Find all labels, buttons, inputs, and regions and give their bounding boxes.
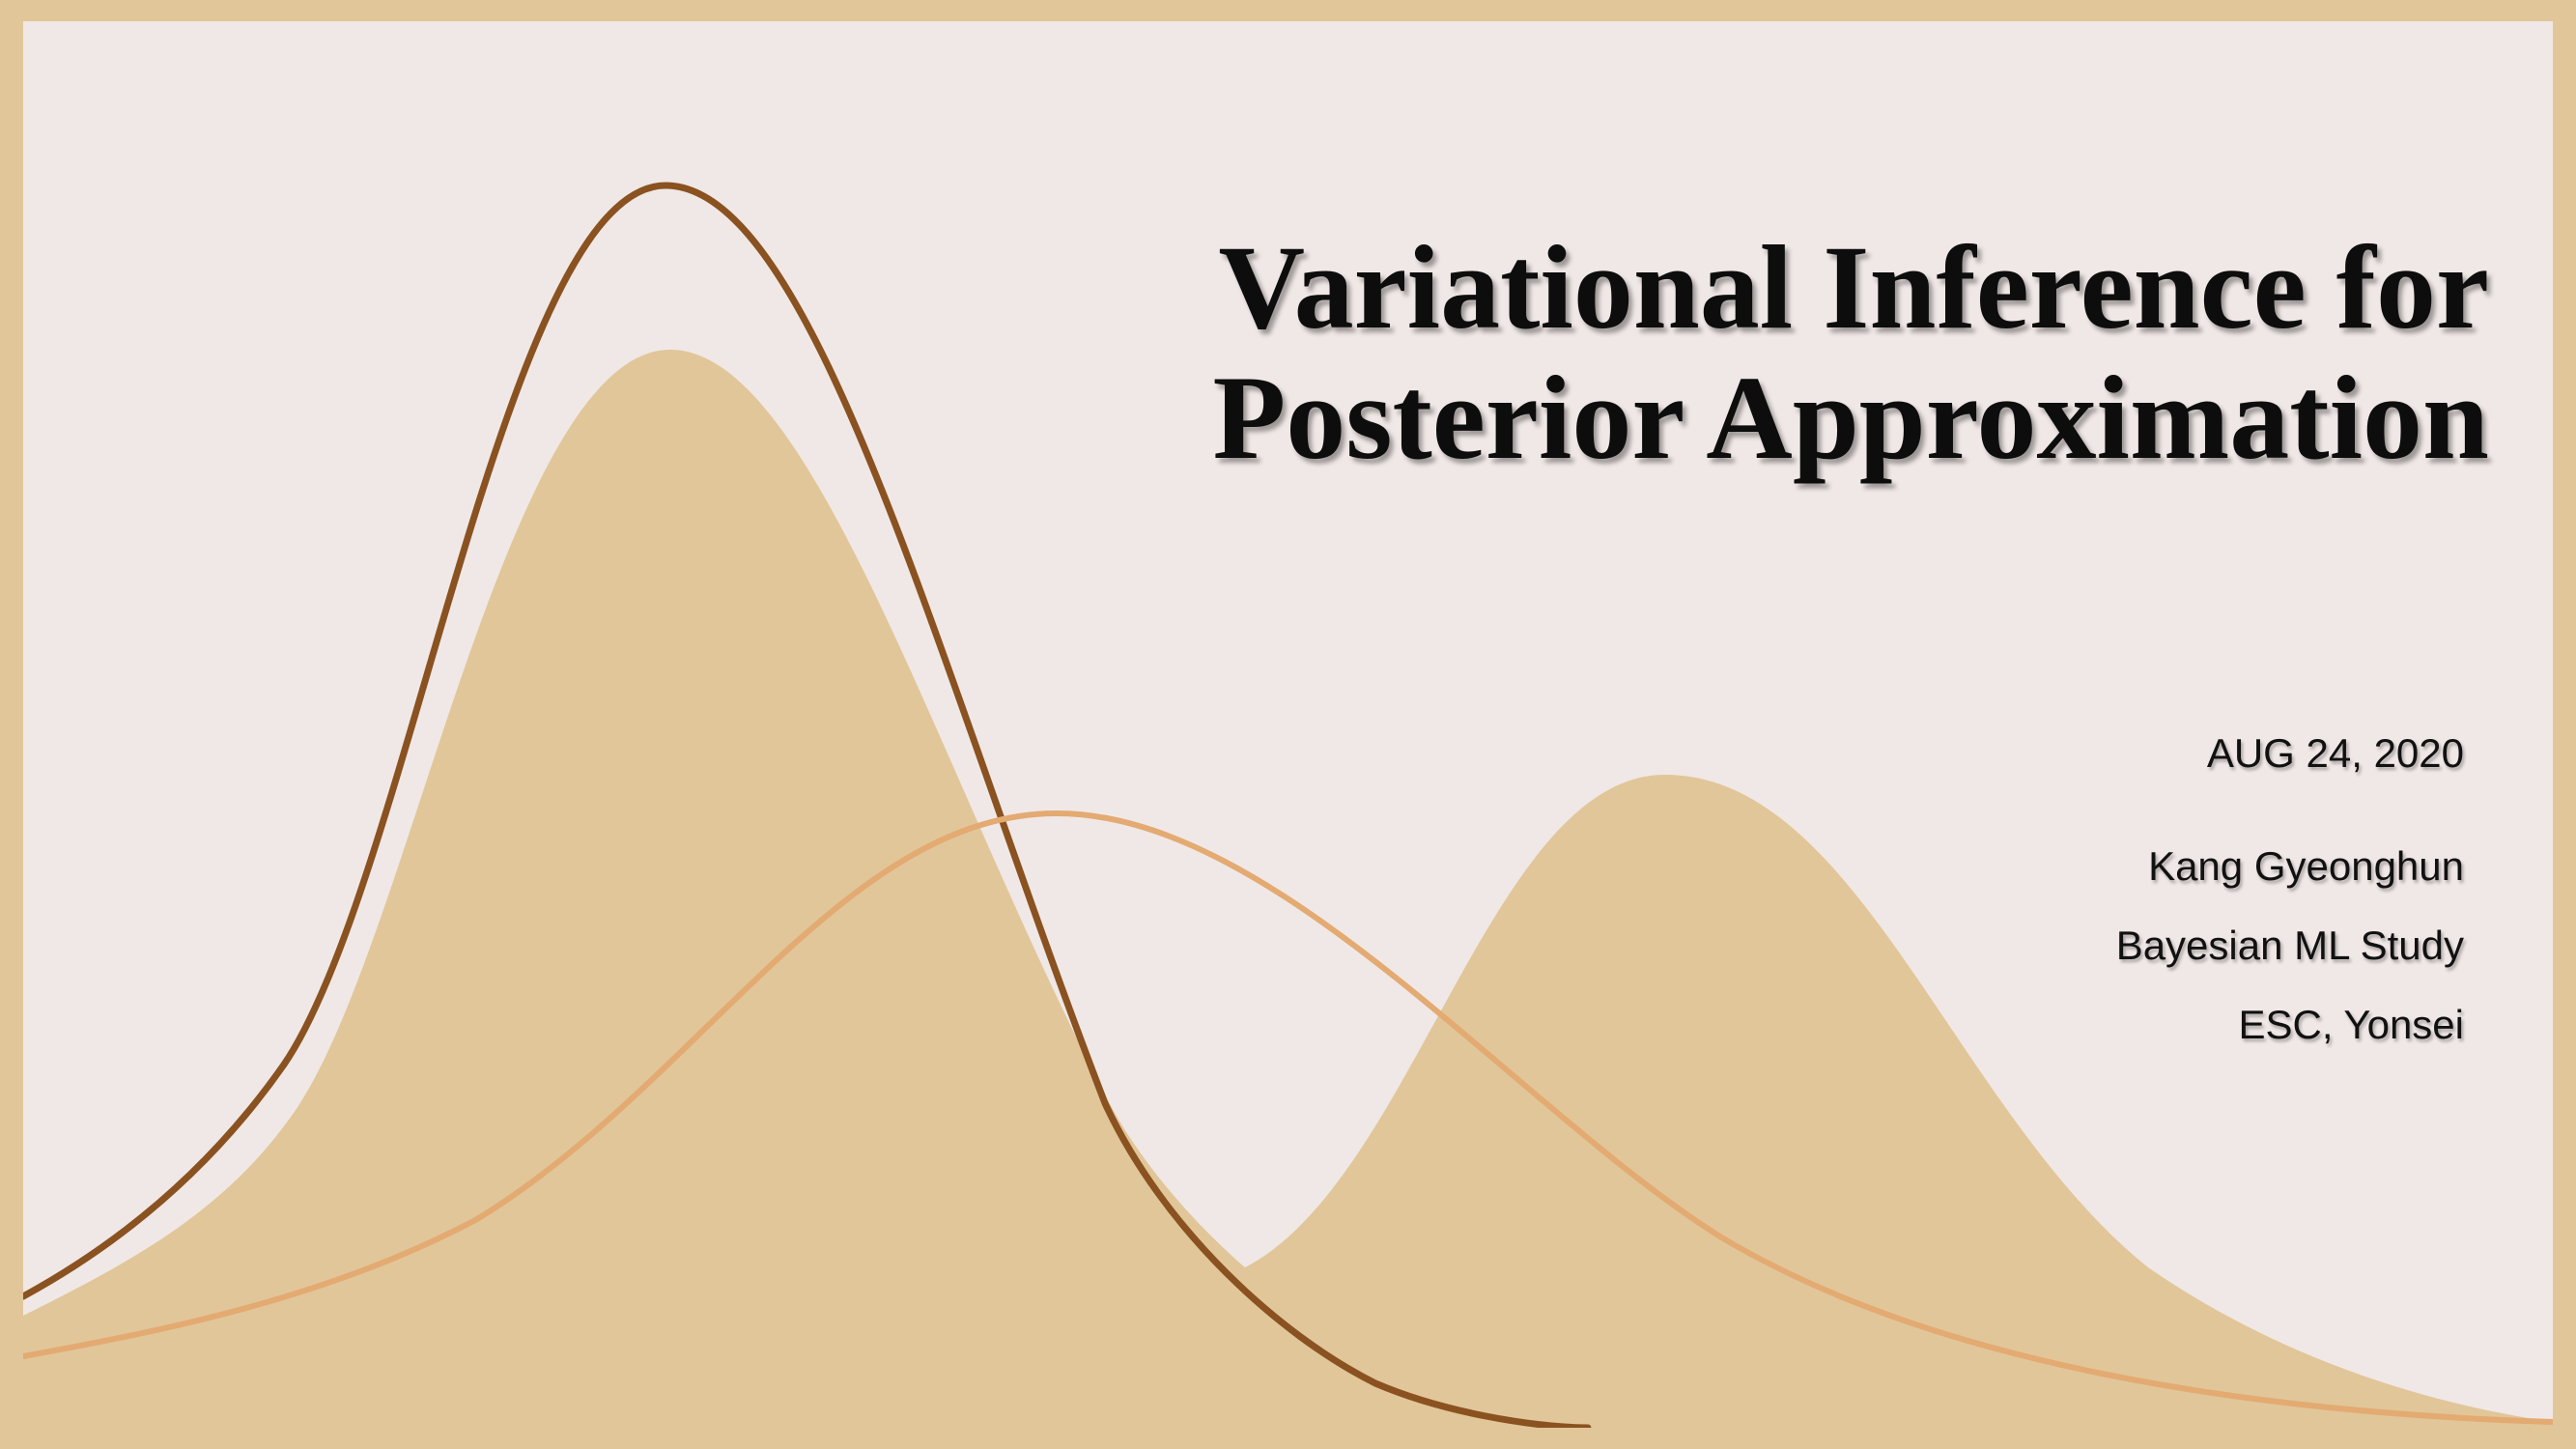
light-approximation-curve: [23, 810, 2553, 1425]
distribution-curves-illustration: [23, 182, 2553, 1428]
title-line-2: Posterior Approximation: [1212, 352, 2490, 484]
study-group: Bayesian ML Study: [2115, 923, 2464, 968]
presentation-date: AUG 24, 2020: [2206, 730, 2464, 776]
title-line-1: Variational Inference for: [1218, 221, 2489, 354]
slide-canvas: [23, 21, 2553, 1428]
author-name: Kang Gyeonghun: [2148, 843, 2464, 889]
filled-density-right-hump: [1245, 775, 2553, 1428]
presentation-details: AUG 24, 2020 Kang Gyeonghun Bayesian ML …: [1691, 723, 2464, 1065]
filled-density-left-hump: [23, 350, 1245, 1428]
dark-approximation-curve: [23, 182, 1592, 1428]
slide-title: Variational Inference for Posterior Appr…: [847, 221, 2490, 484]
affiliation: ESC, Yonsei: [2238, 1002, 2464, 1047]
